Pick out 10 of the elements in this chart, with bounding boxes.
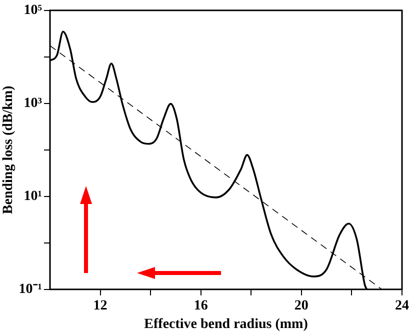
x-tick-label: 20: [294, 298, 308, 314]
x-axis-title: Effective bend radius (mm): [144, 317, 308, 332]
y-tick-label: 10⁻¹: [18, 282, 42, 298]
x-tick-label: 12: [93, 298, 108, 314]
y-tick-label: 10³: [24, 96, 42, 112]
y-tick-label: 10⁵: [24, 3, 42, 18]
y-axis-title: Bending loss (dB/km): [1, 85, 16, 214]
x-tick-label: 24: [395, 298, 409, 314]
y-tick-label: 10¹: [24, 189, 42, 204]
x-tick-label: 16: [194, 298, 208, 314]
